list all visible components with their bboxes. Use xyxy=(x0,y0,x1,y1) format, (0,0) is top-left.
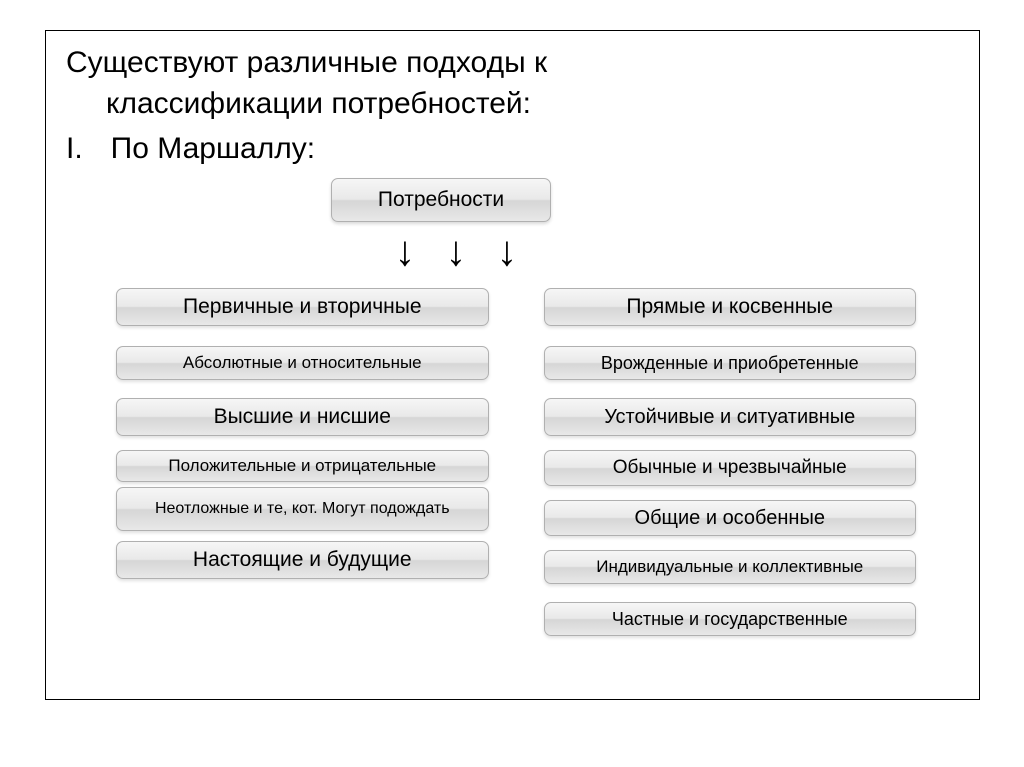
left-node: Неотложные и те, кот. Могут подождать xyxy=(116,487,489,531)
left-node: Первичные и вторичные xyxy=(116,288,489,326)
right-node: Общие и особенные xyxy=(544,500,917,536)
title-line-1: Существуют различные подходы к xyxy=(66,43,959,82)
columns-wrap: Первичные и вторичные Абсолютные и относи… xyxy=(116,288,916,636)
numbered-row: I. По Маршаллу: xyxy=(66,129,959,168)
left-node: Абсолютные и относительные xyxy=(116,346,489,380)
root-node: Потребности xyxy=(331,178,551,222)
right-column: Прямые и косвенные Врожденные и приобрете… xyxy=(544,288,917,636)
list-label: По Маршаллу: xyxy=(111,129,315,168)
arrow-down-icon: ↓ xyxy=(497,230,518,272)
arrow-down-icon: ↓ xyxy=(395,230,416,272)
right-node: Прямые и косвенные xyxy=(544,288,917,326)
list-number: I. xyxy=(66,129,83,168)
left-column: Первичные и вторичные Абсолютные и относи… xyxy=(116,288,489,636)
right-node: Устойчивые и ситуативные xyxy=(544,398,917,436)
right-node: Частные и государственные xyxy=(544,602,917,636)
left-node: Настоящие и будущие xyxy=(116,541,489,579)
right-node: Индивидуальные и коллективные xyxy=(544,550,917,584)
right-node: Обычные и чрезвычайные xyxy=(544,450,917,486)
left-node: Высшие и нисшие xyxy=(116,398,489,436)
arrows-row: ↓ ↓ ↓ xyxy=(366,230,546,272)
title-line-2: классификации потребностей: xyxy=(106,84,959,123)
right-node: Врожденные и приобретенные xyxy=(544,346,917,380)
slide-frame: Существуют различные подходы к классифик… xyxy=(45,30,980,700)
arrow-down-icon: ↓ xyxy=(446,230,467,272)
left-node: Положительные и отрицательные xyxy=(116,450,489,482)
